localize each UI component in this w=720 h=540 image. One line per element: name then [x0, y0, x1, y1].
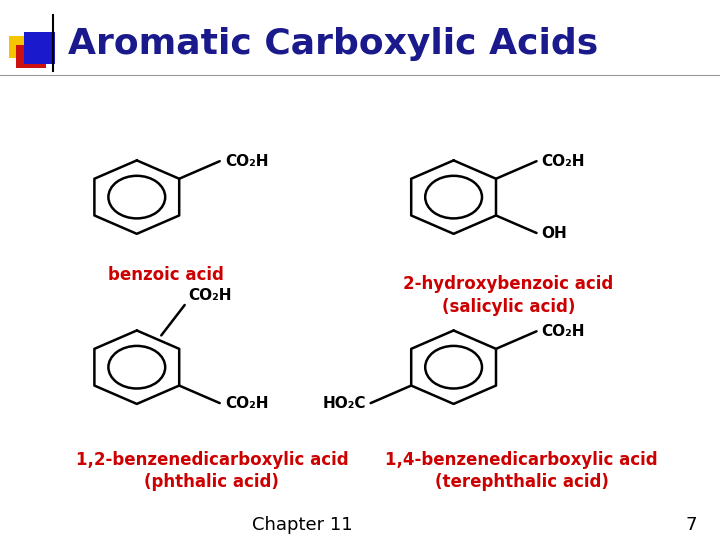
- Text: CO₂H: CO₂H: [225, 396, 269, 410]
- Text: Chapter 11: Chapter 11: [252, 516, 353, 535]
- Text: CO₂H: CO₂H: [225, 154, 269, 168]
- Text: CO₂H: CO₂H: [189, 288, 232, 303]
- FancyBboxPatch shape: [16, 45, 46, 68]
- Text: OH: OH: [541, 226, 567, 240]
- FancyBboxPatch shape: [24, 32, 55, 64]
- Text: 2-hydroxybenzoic acid
(salicylic acid): 2-hydroxybenzoic acid (salicylic acid): [403, 275, 613, 315]
- Text: 1,4-benzenedicarboxylic acid
(terephthalic acid): 1,4-benzenedicarboxylic acid (terephthal…: [385, 451, 658, 491]
- Text: 1,2-benzenedicarboxylic acid
(phthalic acid): 1,2-benzenedicarboxylic acid (phthalic a…: [76, 451, 348, 491]
- Text: Aromatic Carboxylic Acids: Aromatic Carboxylic Acids: [68, 28, 598, 61]
- Text: 7: 7: [685, 516, 697, 535]
- Text: CO₂H: CO₂H: [541, 324, 585, 339]
- Text: CO₂H: CO₂H: [541, 154, 585, 168]
- Text: benzoic acid: benzoic acid: [108, 266, 224, 285]
- Text: HO₂C: HO₂C: [322, 396, 366, 410]
- FancyBboxPatch shape: [9, 36, 50, 58]
